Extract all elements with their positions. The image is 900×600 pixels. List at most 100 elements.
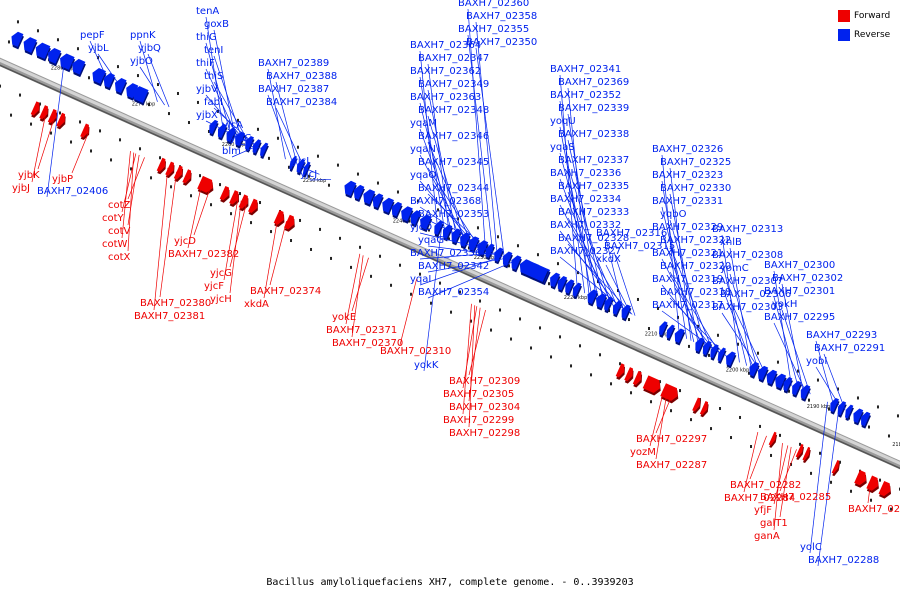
- label-leader-forward: [399, 279, 417, 346]
- gene-label-reverse: BAXH7_02331: [652, 196, 723, 207]
- tick-mark: [359, 245, 362, 249]
- label-leader-forward: [462, 306, 478, 389]
- gene-label-reverse: BAXH7_02345: [418, 157, 489, 168]
- gene-label-reverse: yqbO: [660, 209, 687, 220]
- gene-label-forward: cotW: [102, 239, 128, 250]
- label-leader-reverse: [661, 310, 723, 356]
- gene-label-reverse: BAXH7_02300: [764, 260, 835, 271]
- gene-forward: [878, 480, 892, 499]
- gene-label-forward: BAXH7_02382: [168, 249, 239, 260]
- label-leader-reverse: [567, 191, 619, 309]
- scale-label: 2250 kbp: [303, 178, 327, 184]
- gene-reverse: [674, 328, 686, 346]
- gene-reverse: [775, 373, 787, 391]
- legend-reverse: Reverse: [838, 27, 900, 43]
- gene-label-forward: BAXH7_02287: [636, 460, 707, 471]
- gene-label-forward: yjbK: [18, 170, 40, 181]
- gene-label-reverse: BAXH7_02337: [558, 155, 629, 166]
- gene-reverse: [11, 31, 24, 50]
- tick-mark: [447, 237, 450, 241]
- tick-mark: [316, 154, 319, 158]
- gene-label-reverse: tenA: [196, 6, 219, 17]
- label-leader-reverse: [661, 284, 716, 352]
- label-leader-reverse: [267, 68, 286, 160]
- genome-backbone-shadow: [0, 64, 900, 470]
- label-leader-reverse: [205, 120, 253, 145]
- gene-label-forward: ganA: [754, 531, 780, 542]
- tick-mark: [339, 236, 342, 240]
- tick-mark: [630, 391, 633, 395]
- tick-mark: [590, 373, 593, 377]
- tick-mark: [190, 194, 193, 198]
- gene-label-reverse: BAXH7_02322: [660, 235, 731, 246]
- gene-label-forward: cotV: [108, 226, 131, 237]
- label-leader-reverse: [559, 100, 585, 294]
- label-leader-reverse: [817, 406, 840, 567]
- tick-mark: [479, 299, 482, 303]
- tick-mark: [259, 201, 262, 205]
- tick-mark: [496, 235, 499, 239]
- label-leader-forward: [773, 445, 789, 505]
- gene-label-reverse: yjcO: [410, 222, 432, 233]
- gene-label-reverse: BAXH7_02321: [652, 248, 723, 259]
- label-leader-reverse: [46, 60, 65, 198]
- gene-reverse: [511, 255, 522, 273]
- tick-mark: [356, 172, 359, 176]
- gene-reverse: [344, 180, 357, 199]
- gene-label-reverse: yjcA: [222, 120, 243, 131]
- gene-label-reverse: thiG: [196, 32, 217, 43]
- gene-label-reverse: yjcC: [230, 133, 251, 144]
- legend-forward: Forward: [838, 8, 900, 24]
- gene-reverse: [217, 123, 228, 141]
- label-leader-reverse: [213, 81, 250, 144]
- gene-label-reverse: yokK: [414, 360, 439, 371]
- label-leader-reverse: [773, 322, 807, 393]
- tick-mark: [390, 283, 393, 287]
- gene-label-reverse: xhlB: [720, 237, 742, 248]
- tick-mark: [896, 414, 899, 418]
- scale-label: 2190 kbp: [807, 404, 831, 410]
- gene-label-reverse: BAXH7_02342: [418, 261, 489, 272]
- gene-forward: [284, 214, 295, 232]
- label-leader-reverse: [559, 178, 607, 303]
- tick-mark: [450, 310, 453, 314]
- tick-mark: [670, 409, 673, 413]
- tick-mark: [819, 451, 822, 455]
- gene-reverse: [353, 184, 365, 203]
- label-leader-forward: [121, 151, 131, 239]
- gene-reverse: [519, 259, 549, 285]
- gene-label-forward: BAXH7_02370: [332, 338, 403, 349]
- gene-label-reverse: yqaM: [410, 118, 437, 129]
- gene-reverse: [658, 321, 669, 338]
- gene-label-reverse: yokH: [772, 299, 797, 310]
- label-leader-reverse: [427, 141, 471, 243]
- gene-label-reverse: BAXH7_02335: [558, 181, 629, 192]
- gene-label-reverse: yobI: [806, 356, 827, 367]
- gene-label-forward: yozM: [630, 447, 656, 458]
- label-leader-forward: [127, 157, 145, 200]
- label-leader-reverse: [721, 260, 747, 366]
- label-leader-forward: [649, 389, 665, 447]
- tick-mark: [310, 247, 313, 251]
- label-leader-reverse: [419, 255, 503, 286]
- gene-label-reverse: BAXH7_02329: [652, 222, 723, 233]
- label-leader-forward: [655, 391, 668, 460]
- tick-mark: [830, 480, 833, 484]
- legend-reverse-label: Reverse: [854, 30, 891, 40]
- label-leader-reverse: [139, 40, 158, 102]
- gene-forward: [30, 101, 40, 118]
- tick-mark: [836, 387, 839, 391]
- label-leader-forward: [223, 199, 239, 281]
- label-leader-reverse: [147, 53, 170, 108]
- gene-forward: [831, 459, 840, 477]
- tick-mark: [656, 306, 659, 310]
- gene-reverse: [726, 351, 737, 369]
- label-leader-reverse: [729, 273, 759, 371]
- scale-label: 2200 kbp: [726, 368, 750, 374]
- gene-label-reverse: yqaO: [410, 170, 436, 181]
- tick-mark: [330, 256, 333, 260]
- label-leader-forward: [779, 449, 797, 492]
- tick-mark: [270, 230, 273, 234]
- gene-label-reverse: thiF: [196, 58, 215, 69]
- gene-forward: [80, 123, 90, 141]
